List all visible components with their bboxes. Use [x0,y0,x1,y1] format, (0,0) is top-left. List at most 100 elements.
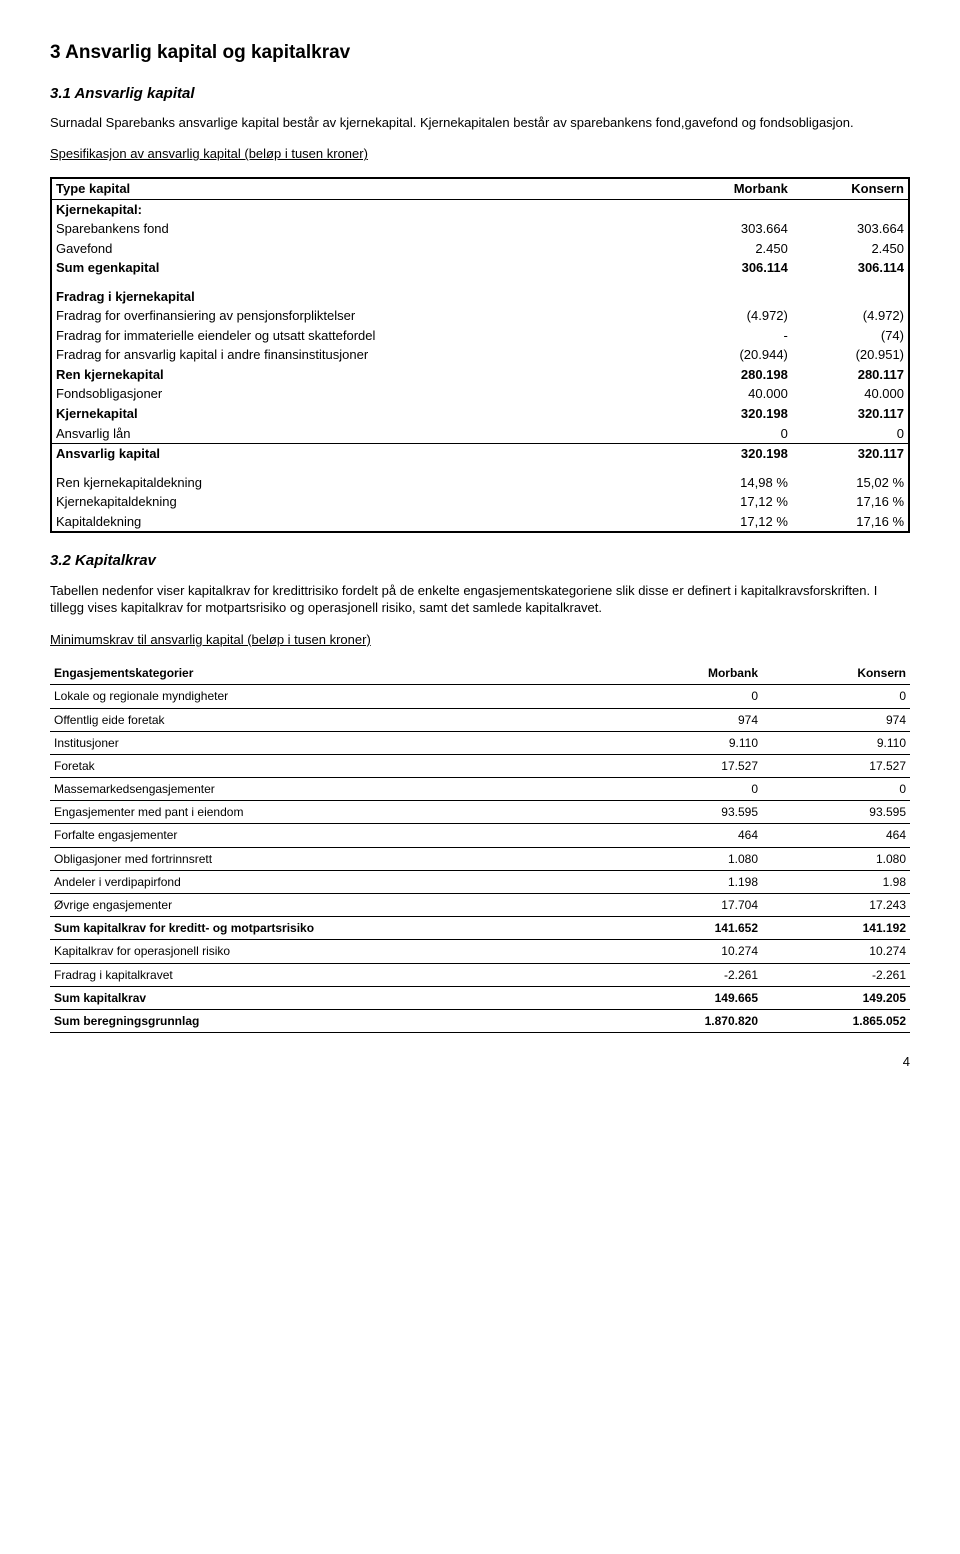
row-value-konsern: 9.110 [762,731,910,754]
heading-level-1: 3 Ansvarlig kapital og kapitalkrav [50,40,910,66]
row-value-konsern: 280.117 [792,365,909,385]
row-value-morbank: - [674,326,792,346]
row-value-konsern: 320.117 [792,444,909,464]
table-row: Fradrag for ansvarlig kapital i andre fi… [51,345,909,365]
row-value-morbank: 0 [614,685,762,708]
table-row: Sum kapitalkrav for kreditt- og motparts… [50,917,910,940]
table-row: Forfalte engasjementer464464 [50,824,910,847]
row-value-morbank: 17.704 [614,894,762,917]
row-label: Øvrige engasjementer [50,894,614,917]
col-konsern: Konsern [792,178,909,199]
table-row: Fondsobligasjoner40.00040.000 [51,384,909,404]
col-morbank: Morbank [614,662,762,685]
row-value-konsern: 17.243 [762,894,910,917]
table-row: Fradrag for overfinansiering av pensjons… [51,306,909,326]
row-value-morbank [674,199,792,219]
row-label: Fradrag for overfinansiering av pensjons… [51,306,674,326]
table-row: Sum kapitalkrav149.665149.205 [50,986,910,1009]
kapitalkrav-table: Engasjementskategorier Morbank Konsern L… [50,662,910,1033]
table-row: Fradrag i kjernekapital [51,278,909,307]
col-category: Engasjementskategorier [50,662,614,685]
row-value-morbank: 10.274 [614,940,762,963]
row-label: Foretak [50,754,614,777]
row-label: Offentlig eide foretak [50,708,614,731]
row-value-konsern: 1.98 [762,870,910,893]
row-value-morbank: 1.870.820 [614,1009,762,1032]
row-value-konsern: (20.951) [792,345,909,365]
row-value-konsern: 17,16 % [792,512,909,533]
row-value-morbank: (4.972) [674,306,792,326]
row-value-morbank: 303.664 [674,219,792,239]
row-value-morbank: 320.198 [674,404,792,424]
row-label: Sum kapitalkrav for kreditt- og motparts… [50,917,614,940]
row-value-morbank: 974 [614,708,762,731]
row-value-morbank: 1.080 [614,847,762,870]
row-value-konsern: (4.972) [792,306,909,326]
table-row: Sparebankens fond303.664303.664 [51,219,909,239]
table-row: Andeler i verdipapirfond1.1981.98 [50,870,910,893]
row-label: Sum kapitalkrav [50,986,614,1009]
table-row: Kapitalkrav for operasjonell risiko10.27… [50,940,910,963]
row-value-morbank: 2.450 [674,239,792,259]
row-value-konsern [792,278,909,307]
table-row: Kjernekapital: [51,199,909,219]
row-label: Fradrag for ansvarlig kapital i andre fi… [51,345,674,365]
page-number: 4 [50,1053,910,1071]
row-label: Andeler i verdipapirfond [50,870,614,893]
row-value-morbank: 280.198 [674,365,792,385]
row-value-konsern: 40.000 [792,384,909,404]
row-value-morbank: 40.000 [674,384,792,404]
table-row: Engasjementer med pant i eiendom93.59593… [50,801,910,824]
table-row: Institusjoner9.1109.110 [50,731,910,754]
row-value-morbank: 17.527 [614,754,762,777]
row-label: Ren kjernekapitaldekning [51,464,674,493]
row-label: Sum egenkapital [51,258,674,278]
row-label: Sparebankens fond [51,219,674,239]
row-value-morbank: 17,12 % [674,492,792,512]
row-value-konsern: 15,02 % [792,464,909,493]
table-row: Kjernekapitaldekning17,12 %17,16 % [51,492,909,512]
row-value-konsern: 10.274 [762,940,910,963]
table-row: Offentlig eide foretak974974 [50,708,910,731]
row-value-konsern [792,199,909,219]
row-value-konsern: 464 [762,824,910,847]
row-value-morbank: 93.595 [614,801,762,824]
row-value-morbank: (20.944) [674,345,792,365]
row-label: Kjernekapital [51,404,674,424]
table-row: Gavefond2.4502.450 [51,239,909,259]
row-label: Kapitalkrav for operasjonell risiko [50,940,614,963]
heading-3-1: 3.1 Ansvarlig kapital [50,84,910,104]
row-value-morbank: 464 [614,824,762,847]
row-value-konsern: 0 [792,424,909,444]
row-value-konsern: 1.865.052 [762,1009,910,1032]
row-value-morbank: -2.261 [614,963,762,986]
row-value-konsern: 0 [762,778,910,801]
row-value-konsern: 17.527 [762,754,910,777]
row-value-konsern: (74) [792,326,909,346]
row-label: Gavefond [51,239,674,259]
row-label: Kjernekapitaldekning [51,492,674,512]
row-value-konsern: 149.205 [762,986,910,1009]
table-row: Ren kjernekapital280.198280.117 [51,365,909,385]
heading-3-2: 3.2 Kapitalkrav [50,551,910,571]
row-value-morbank: 0 [674,424,792,444]
kapitalkrav-paragraph: Tabellen nedenfor viser kapitalkrav for … [50,582,910,617]
table-row: Ren kjernekapitaldekning14,98 %15,02 % [51,464,909,493]
col-type: Type kapital [51,178,674,199]
table2-caption: Minimumskrav til ansvarlig kapital (belø… [50,631,910,649]
row-value-morbank: 14,98 % [674,464,792,493]
row-value-konsern: 17,16 % [792,492,909,512]
row-label: Sum beregningsgrunnlag [50,1009,614,1032]
row-label: Engasjementer med pant i eiendom [50,801,614,824]
row-value-morbank: 1.198 [614,870,762,893]
row-label: Ren kjernekapital [51,365,674,385]
row-value-morbank [674,278,792,307]
table-row: Fradrag for immaterielle eiendeler og ut… [51,326,909,346]
row-value-konsern: 93.595 [762,801,910,824]
table-row: Fradrag i kapitalkravet-2.261-2.261 [50,963,910,986]
row-value-morbank: 306.114 [674,258,792,278]
row-label: Ansvarlig lån [51,424,674,444]
row-value-morbank: 9.110 [614,731,762,754]
row-label: Institusjoner [50,731,614,754]
row-label: Forfalte engasjementer [50,824,614,847]
